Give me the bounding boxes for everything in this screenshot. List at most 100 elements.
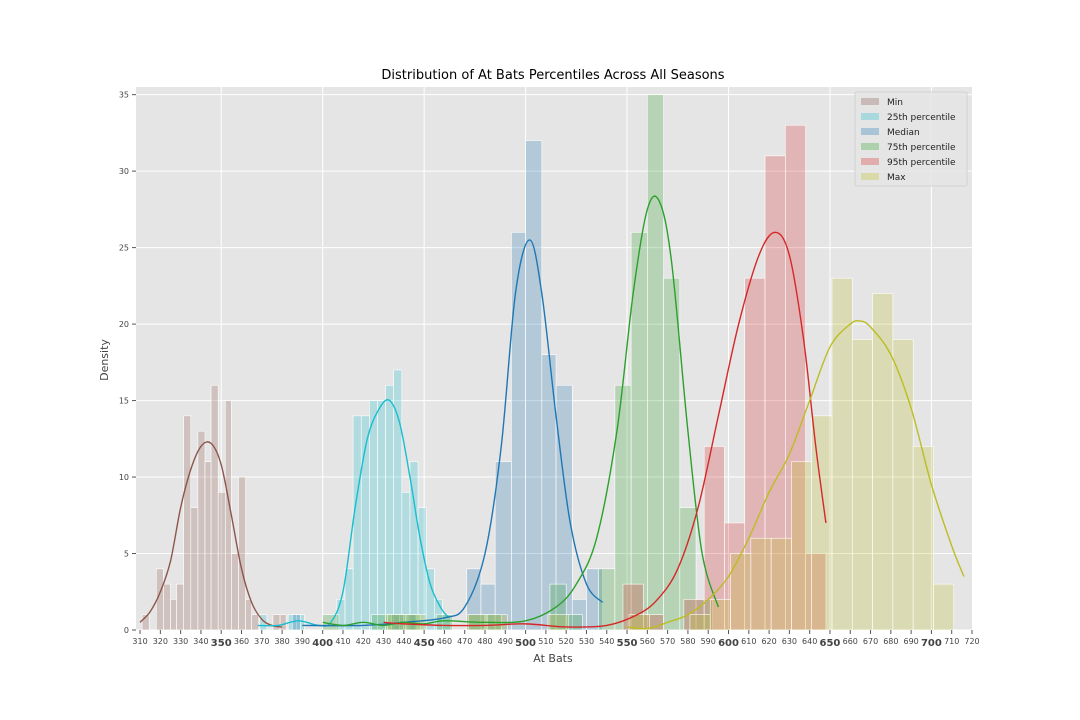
bar-min [183,415,192,631]
bar-min [141,614,150,631]
kde-line-95th-percentile [383,231,827,628]
x-tick-label: 480 [477,637,492,646]
legend-label: Min [887,98,903,108]
x-tick-label-major: 400 [312,638,333,649]
y-tick-label: 15 [119,397,129,406]
x-tick-label: 430 [376,637,391,646]
x-tick-label: 390 [295,637,310,646]
bar-25th-percentile [377,400,386,631]
legend-label: 95th percentile [887,158,956,168]
x-tick-label-major: 650 [820,638,841,649]
x-tick-label: 380 [274,637,289,646]
x-tick-label: 580 [680,637,695,646]
x-tick-label: 510 [538,637,553,646]
legend-swatch [861,113,879,120]
bar-max [791,461,812,631]
x-tick-label: 470 [457,637,472,646]
legend-swatch [861,173,879,180]
bar-max [851,339,873,631]
bar-75th-percentile [647,94,664,631]
bar-min [231,553,239,631]
kde-line-25th-percentile [257,399,450,627]
x-tick-label: 620 [761,637,776,646]
x-tick-label: 420 [356,637,371,646]
bar-max [750,537,772,631]
bar-median [291,614,301,631]
legend-swatch [861,158,879,165]
bar-max [811,415,833,631]
y-tick-label: 10 [119,473,129,482]
x-tick-label: 590 [701,637,716,646]
x-tick-label: 630 [782,637,797,646]
legend-swatch [861,143,879,150]
x-tick-label: 610 [741,637,756,646]
x-tick-label: 340 [193,637,208,646]
x-tick-label-major: 600 [718,638,739,649]
bar-max [933,583,955,631]
x-tick-label: 310 [132,637,147,646]
bar-25th-percentile [352,415,362,631]
bar-min [272,614,281,631]
y-axis-label: Density [98,339,111,381]
grid-lines [136,87,972,631]
legend-label: Median [887,128,920,138]
y-tick-label: 0 [124,626,129,635]
bar-min [190,507,199,631]
x-tick-label: 720 [964,637,979,646]
bar-max [628,614,650,631]
legend: Min 25th percentile Median 75th percentile 9… [854,91,968,187]
x-tick-label: 680 [883,637,898,646]
bar-25th-percentile [401,492,411,631]
bar-median [511,232,526,631]
bar-min [176,583,184,631]
bar-min [210,384,219,631]
bar-75th-percentile [565,614,583,631]
histogram-bars [141,94,955,631]
x-tick-label-major: 500 [515,638,536,649]
x-tick-label: 710 [944,637,959,646]
bar-min [197,430,206,631]
bar-75th-percentile [598,568,616,631]
bar-25th-percentile [259,614,268,631]
x-tick-label: 670 [863,637,878,646]
legend-swatch [861,128,879,135]
x-tick-label: 640 [802,637,817,646]
kde-line-75th-percentile [322,195,720,627]
kde-curves [139,195,965,630]
kde-line-min [139,441,283,628]
legend-label: 25th percentile [887,113,956,123]
kde-line-median [302,239,604,627]
bar-max [709,599,731,631]
y-tick-label: 35 [119,91,129,100]
x-tick-label: 520 [559,637,574,646]
bar-max [912,446,934,631]
x-tick-label: 690 [903,637,918,646]
bar-median [525,140,543,631]
bar-min [224,400,232,631]
x-tick-label: 490 [498,637,513,646]
bar-25th-percentile [385,384,394,631]
bar-max [770,537,792,631]
x-tick-label-major: 350 [211,638,232,649]
plot-area [136,87,972,630]
kde-line-max [626,319,965,630]
x-tick-label: 330 [173,637,188,646]
x-tick-label: 560 [640,637,655,646]
x-tick-label: 540 [599,637,614,646]
bar-min [163,583,171,631]
x-tick-label: 410 [335,637,350,646]
x-tick-label: 660 [843,637,858,646]
y-tick-label: 25 [119,244,129,253]
bar-max [872,293,894,631]
x-tick-label: 530 [579,637,594,646]
legend-swatch [861,98,879,105]
x-axis-ticks: 310 320 330 340 360 370 380 390 410 420 430 440 460 4… [132,630,980,649]
x-axis-label: At Bats [533,652,573,665]
x-tick-label: 460 [437,637,452,646]
y-tick-label: 5 [124,550,129,559]
bar-max [730,553,752,631]
bar-min [170,599,177,631]
x-tick-label-major: 450 [414,638,435,649]
x-tick-label: 370 [254,637,269,646]
